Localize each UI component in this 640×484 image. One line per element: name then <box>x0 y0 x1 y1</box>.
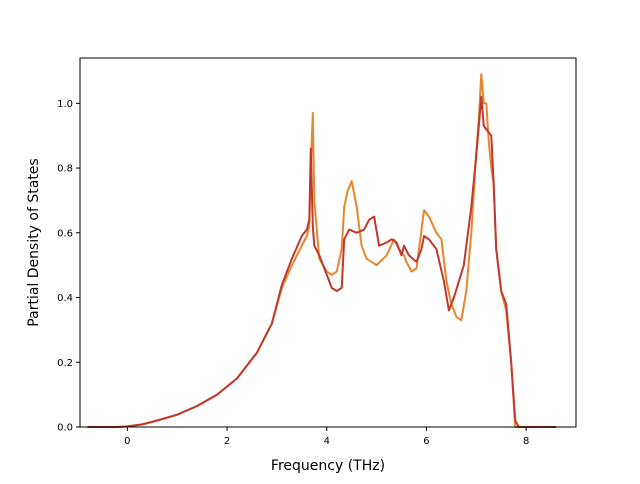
y-axis-ticks: 0.0 0.2 0.4 0.6 0.8 1.0 <box>57 99 80 434</box>
series-2-line <box>87 95 557 428</box>
x-tick-label: 8 <box>523 436 529 447</box>
y-tick-label: 0.0 <box>57 423 73 434</box>
x-tick-label: 0 <box>124 436 130 447</box>
y-tick-label: 0.8 <box>57 164 73 175</box>
y-tick-label: 0.4 <box>57 293 73 304</box>
y-tick-label: 1.0 <box>57 99 73 110</box>
y-axis-label: Partial Density of States <box>26 158 42 326</box>
x-axis-ticks: 0 2 4 6 8 <box>124 427 529 447</box>
series-layer <box>87 73 557 428</box>
x-tick-label: 2 <box>224 436 230 447</box>
plot-frame <box>79 57 577 428</box>
x-axis-label: Frequency (THz) <box>271 458 385 474</box>
y-tick-label: 0.6 <box>57 228 73 239</box>
x-tick-label: 4 <box>324 436 330 447</box>
x-tick-label: 6 <box>423 436 429 447</box>
y-tick-label: 0.2 <box>57 358 73 369</box>
